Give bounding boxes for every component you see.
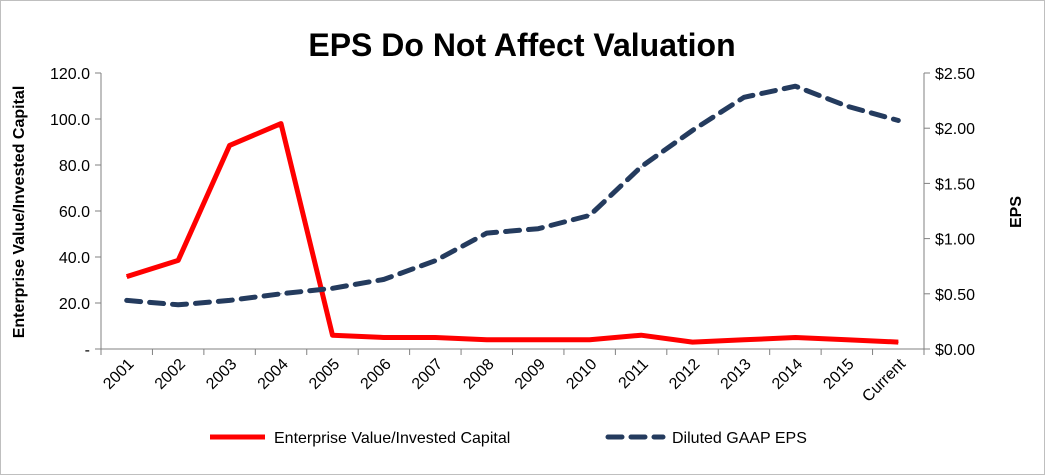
x-tick-label: 2002 [152,356,189,393]
series-1-point [229,299,231,301]
series-1-point [280,293,282,295]
series-1-point [486,232,488,234]
series-lines [124,83,901,345]
x-tick-label: 2009 [512,356,549,393]
x-tick-label: 2006 [358,356,395,393]
x-tick-label: 2008 [460,356,497,393]
series-line-1 [124,83,901,308]
x-tick-label: Current [859,355,909,405]
series-1-point [897,119,899,121]
series-1-point [794,85,796,87]
right-tick-label: $0.00 [935,342,975,359]
x-tick-label: 2005 [306,356,343,393]
x-tick-label: 2003 [203,356,240,393]
x-tick-label: 2014 [769,356,806,393]
left-tick-label: 60.0 [59,204,90,221]
left-tick-label: 100.0 [50,112,90,129]
series-1-point [383,278,385,280]
series-0-point [434,337,436,338]
series-0-point [229,144,231,146]
right-y-axis: $0.00 $0.50 $1.00 $1.50 $2.00 $2.50 [923,66,975,359]
left-tick-label: 80.0 [59,158,90,175]
right-tick-label: $0.50 [935,287,975,304]
series-1-point [640,166,642,168]
left-axis-title: Enterprise Value/Invested Capital [11,86,28,339]
series-0-point [486,339,488,341]
series-1-point [537,228,539,230]
left-tick-label: 20.0 [59,296,90,313]
series-0-point [177,259,179,261]
series-1-point [434,260,436,262]
x-tick-label: 2010 [563,356,600,393]
series-0-point [692,341,694,343]
right-tick-label: $2.00 [935,121,975,138]
x-tick-label: 2013 [718,356,755,393]
series-line-0 [125,121,899,345]
series-1-point [126,299,128,301]
x-axis: 2001 2002 2003 2004 2005 2006 2007 2008 2009 2010… [100,348,925,406]
series-0-point [897,341,899,343]
series-0-point [589,339,591,341]
right-tick-label: $1.00 [935,232,975,249]
x-tick-label: 2015 [820,356,857,393]
legend-label-0: Enterprise Value/Invested Capital [274,430,510,447]
series-1-point [846,105,848,107]
x-tick-label: 2007 [409,356,446,393]
x-tick-label: 2001 [100,356,137,393]
series-1-point [589,214,591,216]
series-0-point [743,339,745,341]
x-tick-label: 2012 [666,356,703,393]
legend-label-1: Diluted GAAP EPS [672,430,807,447]
right-tick-label: $2.50 [935,66,975,83]
series-0-point [126,276,128,278]
series-0-point [537,339,539,341]
right-axis-title: EPS [1008,196,1025,228]
series-1-point [692,129,694,131]
left-tick-label: - [85,342,90,359]
x-tick-label: 2011 [616,356,652,392]
right-tick-label: $1.50 [935,176,975,193]
series-0-point [846,339,848,341]
series-0-point [794,337,796,338]
series-0-point [331,334,333,336]
series-1-point [177,304,179,306]
left-tick-label: 120.0 [50,66,90,83]
chart-title: EPS Do Not Affect Valuation [308,27,735,63]
left-tick-label: 40.0 [59,250,90,267]
left-y-axis: - 20.0 40.0 60.0 80.0 100.0 120.0 [50,66,102,359]
series-1-point [331,287,333,289]
series-0-point [383,337,385,338]
legend: Enterprise Value/Invested Capital Diluted… [210,430,807,447]
series-0-point [640,334,642,336]
x-tick-label: 2004 [255,356,292,393]
series-1-point [743,96,745,98]
series-0-point [280,123,282,125]
